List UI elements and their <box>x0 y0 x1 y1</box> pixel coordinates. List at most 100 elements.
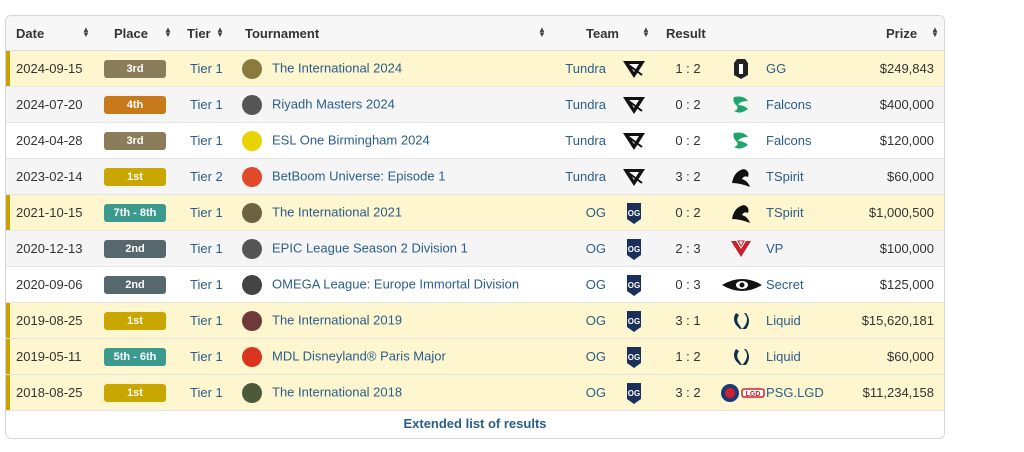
tournament-link[interactable]: BetBoom Universe: Episode 1 <box>272 167 446 183</box>
sort-icon[interactable]: ▲ ▼ <box>164 25 172 39</box>
tier-link[interactable]: Tier 2 <box>184 158 242 195</box>
opponent-logo-cell[interactable]: LGD <box>720 374 765 411</box>
tier-link[interactable]: Tier 1 <box>184 122 242 159</box>
vp-logo-icon <box>731 240 751 257</box>
tournament-link[interactable]: Riyadh Masters 2024 <box>272 95 395 111</box>
result-cell: 1 : 2 <box>656 338 720 375</box>
tournament-link[interactable]: The International 2024 <box>272 59 403 75</box>
sort-icon[interactable]: ▲ ▼ <box>931 25 939 39</box>
team-column-header[interactable]: Team ▲ ▼ <box>554 16 656 51</box>
opponent-link[interactable]: VP <box>762 230 842 267</box>
team-link[interactable]: OG <box>554 302 612 339</box>
international-aegis-icon <box>242 58 262 79</box>
team-logo-cell[interactable]: OG <box>612 230 656 267</box>
sort-icon[interactable]: ▲ ▼ <box>82 25 90 39</box>
og-logo-icon: OG <box>627 274 641 296</box>
team-link[interactable]: Tundra <box>554 86 612 123</box>
team-link[interactable]: OG <box>554 374 612 411</box>
opponent-link[interactable]: TSpirit <box>762 158 842 195</box>
extended-results-link[interactable]: Extended list of results <box>6 411 944 437</box>
opponent-link[interactable]: Liquid <box>762 338 842 375</box>
tournament-link[interactable]: The International 2019 <box>272 311 403 327</box>
tournament-column-header[interactable]: Tournament ▲ ▼ <box>242 16 554 51</box>
opponent-link[interactable]: Falcons <box>762 86 842 123</box>
team-logo-cell[interactable] <box>612 86 656 123</box>
team-link[interactable]: Tundra <box>554 50 612 87</box>
tournament-link[interactable]: The International 2021 <box>272 203 403 219</box>
tundra-logo-icon <box>623 96 645 114</box>
opponent-link[interactable]: GG <box>762 50 842 87</box>
date-cell: 2020-12-13 <box>6 230 104 267</box>
tier-link[interactable]: Tier 1 <box>184 302 242 339</box>
tier-link[interactable]: Tier 1 <box>184 50 242 87</box>
opponent-logo-cell[interactable] <box>720 122 762 159</box>
team-logo-cell[interactable]: OG <box>612 374 656 411</box>
tier-column-header[interactable]: Tier ▲ ▼ <box>184 16 242 51</box>
opponent-link[interactable]: Secret <box>762 266 842 303</box>
team-link[interactable]: OG <box>554 266 612 303</box>
tournament-link[interactable]: MDL Disneyland® Paris Major <box>272 347 446 363</box>
sort-icon[interactable]: ▲ ▼ <box>538 25 546 39</box>
tier-link[interactable]: Tier 1 <box>184 338 242 375</box>
prize-cell: $120,000 <box>842 122 944 159</box>
tier-link[interactable]: Tier 1 <box>184 374 242 411</box>
opponent-logo-cell[interactable] <box>720 86 762 123</box>
tier-link[interactable]: Tier 1 <box>184 230 242 267</box>
team-link[interactable]: Tundra <box>554 158 612 195</box>
opponent-logo-cell[interactable] <box>720 266 762 303</box>
team-logo-cell[interactable]: OG <box>612 266 656 303</box>
date-cell: 2020-09-06 <box>6 266 104 303</box>
tournament-link[interactable]: ESL One Birmingham 2024 <box>272 131 430 147</box>
team-logo-cell[interactable]: OG <box>612 338 656 375</box>
tournament-link[interactable]: OMEGA League: Europe Immortal Division <box>272 275 520 291</box>
team-logo-cell[interactable]: OG <box>612 302 656 339</box>
international-aegis-icon <box>242 382 262 403</box>
prize-column-header[interactable]: Prize ▲ ▼ <box>842 16 944 51</box>
opponent-logo-cell[interactable] <box>720 158 762 195</box>
table-row: 2018-08-25 1st Tier 1 The International 201… <box>6 374 944 411</box>
date-column-header[interactable]: Date ▲ ▼ <box>6 16 104 51</box>
team-link[interactable]: OG <box>554 230 612 267</box>
sort-icon[interactable]: ▲ ▼ <box>642 25 650 39</box>
date-cell: 2021-10-15 <box>6 194 104 231</box>
team-logo-cell[interactable] <box>612 50 656 87</box>
tournament-cell: OMEGA League: Europe Immortal Division <box>242 266 554 303</box>
liquid-logo-icon <box>734 312 749 329</box>
sort-icon[interactable]: ▲ ▼ <box>216 25 224 39</box>
tournament-link[interactable]: The International 2018 <box>272 383 403 399</box>
team-logo-cell[interactable] <box>612 158 656 195</box>
tournament-link[interactable]: EPIC League Season 2 Division 1 <box>272 239 468 255</box>
opponent-logo-cell[interactable] <box>720 50 762 87</box>
table-row: 2021-10-15 7th - 8th Tier 1 The Internation… <box>6 194 944 231</box>
og-logo-icon: OG <box>627 202 641 224</box>
team-logo-cell[interactable] <box>612 122 656 159</box>
opponent-link[interactable]: PSG.LGD <box>762 374 842 411</box>
svg-text:OG: OG <box>628 209 640 218</box>
opponent-link[interactable]: Liquid <box>762 302 842 339</box>
table-row: 2020-09-06 2nd Tier 1 OMEGA League: Europe … <box>6 266 944 303</box>
place-badge: 1st <box>104 167 166 186</box>
tier-link[interactable]: Tier 1 <box>184 86 242 123</box>
riyadh-masters-icon <box>242 94 262 115</box>
team-logo-cell[interactable]: OG <box>612 194 656 231</box>
betboom-icon <box>242 166 262 187</box>
table-row: 2024-04-28 3rd Tier 1 ESL One Birmingham 20… <box>6 122 944 159</box>
team-link[interactable]: OG <box>554 194 612 231</box>
table-row: 2019-08-25 1st Tier 1 The International 201… <box>6 302 944 339</box>
place-column-header[interactable]: Place ▲ ▼ <box>104 16 184 51</box>
table-header-row: Date ▲ ▼ Place ▲ ▼ Tier ▲ ▼ Tournament ▲ ▼ Team ▲… <box>6 16 944 51</box>
opponent-link[interactable]: TSpirit <box>762 194 842 231</box>
svg-text:LGD: LGD <box>746 391 761 398</box>
tier-link[interactable]: Tier 1 <box>184 266 242 303</box>
opponent-logo-cell[interactable] <box>720 230 762 267</box>
team-link[interactable]: Tundra <box>554 122 612 159</box>
result-cell: 3 : 2 <box>656 158 720 195</box>
opponent-link[interactable]: Falcons <box>762 122 842 159</box>
place-badge: 1st <box>104 311 166 330</box>
opponent-logo-cell[interactable] <box>720 194 762 231</box>
team-link[interactable]: OG <box>554 338 612 375</box>
prize-cell: $400,000 <box>842 86 944 123</box>
tier-link[interactable]: Tier 1 <box>184 194 242 231</box>
opponent-logo-cell[interactable] <box>720 302 762 339</box>
opponent-logo-cell[interactable] <box>720 338 762 375</box>
